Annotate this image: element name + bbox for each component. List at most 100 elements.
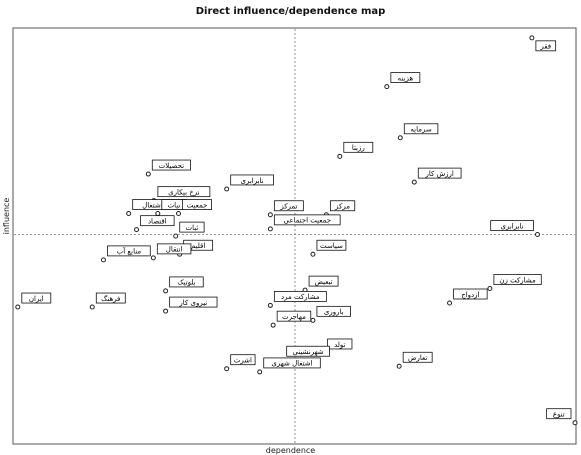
data-point-31 <box>396 363 402 369</box>
data-point-11 <box>176 211 182 217</box>
point-label-box-34 <box>263 357 321 369</box>
point-label-box-32 <box>327 338 353 350</box>
point-label-box-1 <box>390 72 421 83</box>
point-label-box-29 <box>316 305 351 317</box>
point-label-24: بلوتیک <box>177 279 195 287</box>
point-label-box-13 <box>273 214 341 226</box>
data-point-5 <box>145 171 151 177</box>
data-point-9 <box>126 211 132 217</box>
point-label-box-22 <box>453 288 488 300</box>
point-label-26: فرهنگ <box>101 294 120 303</box>
point-label-box-30 <box>276 310 312 322</box>
point-label-25: ایران <box>29 295 44 303</box>
point-label-7: مرکز <box>334 203 350 211</box>
point-label-6: نابرابری <box>241 177 264 185</box>
point-label-box-24 <box>169 276 204 288</box>
point-label-box-11 <box>182 199 212 210</box>
point-label-box-0 <box>535 40 557 52</box>
point-label-34: اشتغال شهری <box>271 360 312 368</box>
plot-frame <box>12 27 577 445</box>
point-label-28: مشارکت مرد <box>281 293 320 301</box>
point-label-box-19 <box>156 243 192 255</box>
point-label-31: تعارض <box>408 354 427 362</box>
point-label-0: فقر <box>539 43 551 51</box>
point-label-3: رزیتا <box>352 144 365 152</box>
data-point-27 <box>163 308 169 314</box>
point-label-box-14 <box>140 215 175 227</box>
y-axis-label: influence <box>2 197 11 235</box>
point-label-13: جمعیت اجتماعی <box>283 217 331 225</box>
data-point-19 <box>150 255 156 261</box>
data-point-30 <box>270 322 276 328</box>
data-point-22 <box>447 300 453 306</box>
point-label-8: نرخ بیکاری <box>168 188 200 196</box>
point-label-18: اقلیم <box>191 242 205 250</box>
point-label-32: تولد <box>334 341 345 349</box>
point-label-1: هزینه <box>398 74 414 82</box>
data-point-1 <box>384 84 390 90</box>
data-point-15 <box>173 233 179 239</box>
point-label-21: مشارکت زن <box>499 276 536 284</box>
data-point-26 <box>89 304 95 310</box>
point-label-22: ازدواج <box>461 291 479 299</box>
data-point-6 <box>224 186 230 192</box>
data-point-29 <box>310 317 316 323</box>
data-point-3 <box>337 153 343 159</box>
point-label-15: ثبات <box>186 224 199 232</box>
point-label-12: تمرکز <box>279 203 297 211</box>
point-label-box-16 <box>490 220 534 231</box>
point-label-box-7 <box>329 200 356 212</box>
point-label-box-3 <box>343 141 374 153</box>
point-label-23: تبعیض <box>315 278 333 286</box>
point-label-29: باروری <box>324 308 344 316</box>
point-label-27: نیروی کار <box>178 299 207 307</box>
point-label-box-2 <box>403 123 439 135</box>
data-point-35 <box>224 366 230 372</box>
point-label-box-5 <box>151 159 191 171</box>
point-label-box-4 <box>417 167 462 179</box>
point-label-9: نرخ اشتغال <box>142 201 175 209</box>
point-label-33: شهرنشینی <box>292 348 323 356</box>
point-label-box-33 <box>286 345 330 357</box>
point-label-box-25 <box>21 292 52 304</box>
data-point-21 <box>487 286 493 292</box>
point-label-2: سرمایه <box>410 126 431 134</box>
data-point-13 <box>267 226 273 232</box>
point-label-17: سیاست <box>320 242 343 250</box>
point-label-box-31 <box>402 351 433 363</box>
data-point-4 <box>411 179 417 185</box>
data-point-20 <box>100 257 106 263</box>
data-point-0 <box>529 35 535 41</box>
point-group: فقر هزینه سرمایه رزیتا ارزش کار تحصیلات نابراب… <box>15 35 578 426</box>
point-label-35: اشرت <box>234 356 252 364</box>
point-label-box-6 <box>230 174 274 186</box>
point-label-box-28 <box>273 291 327 302</box>
data-point-28 <box>267 302 273 308</box>
point-label-box-15 <box>179 221 205 233</box>
point-label-36: تنوع <box>553 411 565 419</box>
point-label-box-17 <box>316 239 347 251</box>
data-point-12 <box>267 212 273 218</box>
data-point-2 <box>397 135 403 141</box>
point-label-11: جمعیت <box>187 201 208 209</box>
point-label-30: مهاجرت <box>282 313 306 321</box>
point-label-box-35 <box>230 354 256 366</box>
point-label-box-26 <box>95 292 126 304</box>
data-point-34 <box>257 369 263 375</box>
point-label-box-12 <box>273 200 304 212</box>
point-label-box-23 <box>308 275 339 287</box>
data-point-36 <box>572 420 578 426</box>
data-point-10 <box>155 211 161 217</box>
point-label-14: اقتصاد <box>148 217 167 225</box>
point-label-5: تحصیلات <box>159 162 184 170</box>
data-point-25 <box>15 304 21 310</box>
point-label-box-27 <box>169 296 218 308</box>
data-point-24 <box>163 288 169 294</box>
point-label-box-36 <box>546 408 572 420</box>
point-label-box-21 <box>493 274 542 285</box>
data-point-14 <box>134 227 140 233</box>
point-label-10: نیات <box>168 201 181 209</box>
point-label-box-20 <box>107 245 151 257</box>
data-point-16 <box>534 232 540 237</box>
